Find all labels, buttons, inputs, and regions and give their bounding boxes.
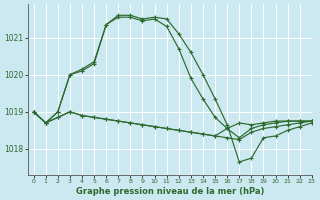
X-axis label: Graphe pression niveau de la mer (hPa): Graphe pression niveau de la mer (hPa): [76, 187, 264, 196]
